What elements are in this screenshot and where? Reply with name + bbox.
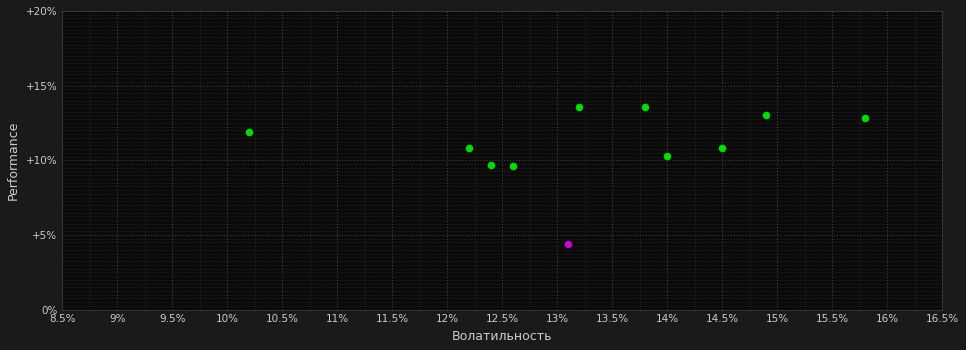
X-axis label: Волатильность: Волатильность (452, 330, 553, 343)
Point (715, 146, 730, 151)
Point (462, 146, 477, 151)
Point (660, 153, 675, 159)
Point (560, 241, 576, 247)
Point (505, 163, 521, 169)
Point (858, 116, 873, 121)
Y-axis label: Performance: Performance (7, 121, 20, 200)
Point (242, 129, 257, 135)
Point (638, 104, 653, 109)
Point (572, 104, 587, 109)
Point (758, 113, 774, 118)
Point (484, 162, 499, 168)
